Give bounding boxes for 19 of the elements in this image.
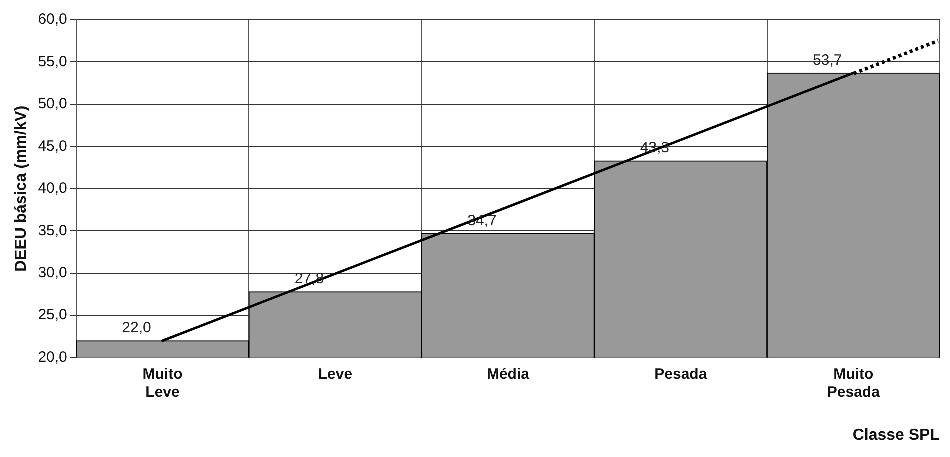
data-label: 22,0 (122, 320, 152, 337)
x-tick-label: Muito Leve (142, 366, 183, 401)
data-label: 27,8 (294, 270, 324, 288)
data-label: 34,7 (468, 212, 497, 230)
y-tick-label: 40,0 (38, 180, 68, 198)
x-tick-label: Muito Pesada (827, 366, 881, 401)
x-tick-label: Pesada (654, 366, 708, 383)
y-tick-label: 45,0 (38, 138, 68, 155)
x-axis-title: Classe SPL (852, 426, 940, 444)
y-tick-label: 30,0 (38, 264, 68, 282)
y-axis-title: DEEU básica (mm/kV) (13, 106, 30, 272)
y-tick-label: 20,0 (38, 348, 68, 366)
y-tick-label: 25,0 (38, 306, 68, 324)
y-tick-label: 35,0 (38, 222, 68, 240)
y-tick-label: 50,0 (38, 96, 68, 113)
x-tick-label: Média (486, 366, 530, 383)
y-tick-label: 55,0 (38, 53, 68, 70)
x-tick-label: Leve (318, 366, 353, 383)
y-tick-label: 60,0 (38, 11, 68, 28)
